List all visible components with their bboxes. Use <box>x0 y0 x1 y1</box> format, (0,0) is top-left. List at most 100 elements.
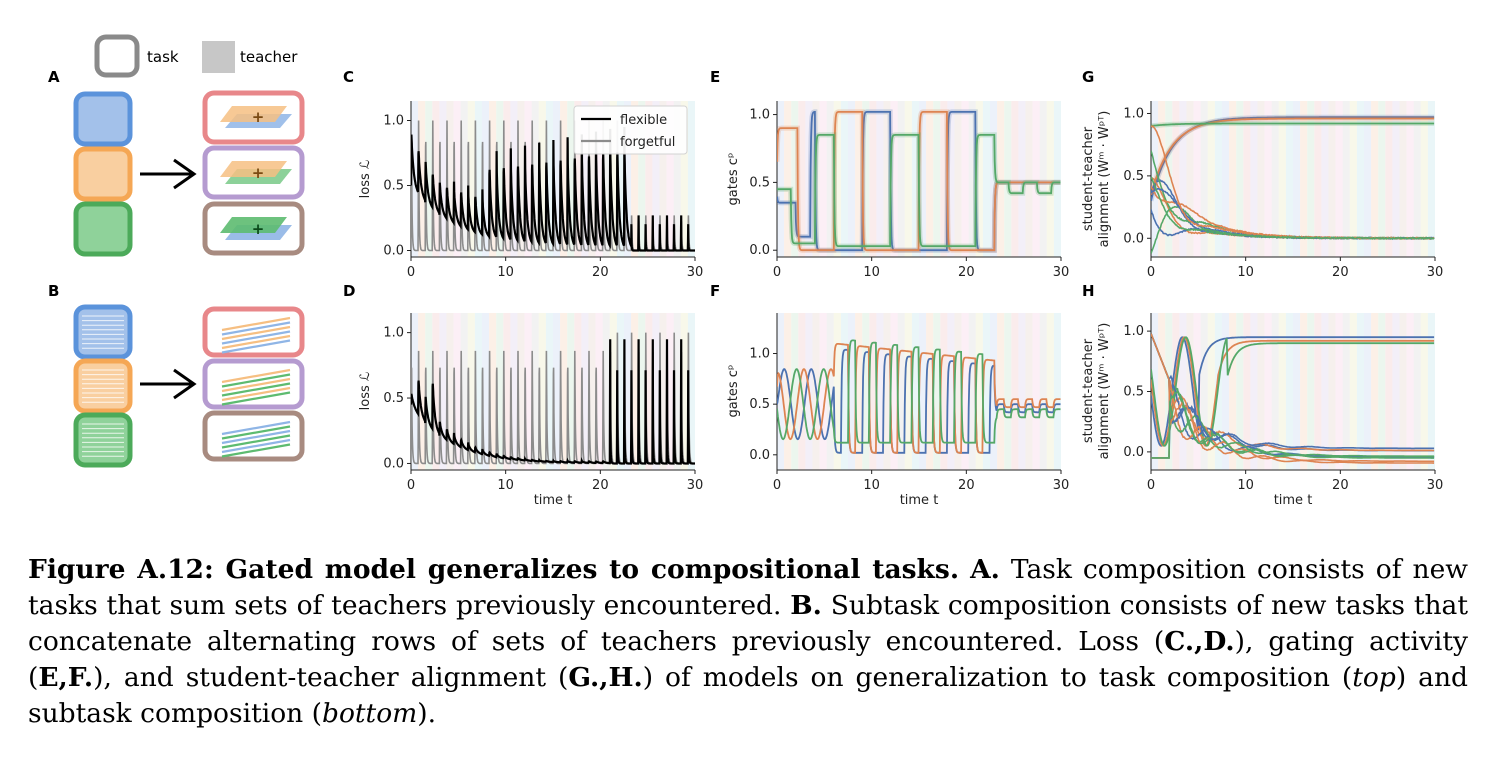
task-band <box>482 101 490 257</box>
task-band <box>1364 101 1372 257</box>
task-band <box>553 313 561 470</box>
task-band <box>1186 313 1194 470</box>
task-band <box>1236 101 1244 257</box>
task-band <box>862 313 870 470</box>
task-band <box>975 101 983 257</box>
task-band <box>947 101 955 257</box>
y-axis-label: student-teacher <box>1081 126 1096 231</box>
task-band <box>545 313 553 470</box>
task-band <box>1165 101 1173 257</box>
task-band <box>1158 313 1166 470</box>
task-band <box>784 313 792 470</box>
caption-end: ). <box>417 698 437 729</box>
task-band <box>1229 313 1237 470</box>
task-band <box>1250 101 1258 257</box>
caption-a-text: Task composition consists of new tasks t… <box>28 554 1468 621</box>
task-bands <box>1151 313 1435 470</box>
task-band <box>1342 313 1350 470</box>
task-band <box>652 101 660 257</box>
x-tick-label: 30 <box>1427 265 1444 280</box>
chart-gates-task-composition: 0 10 20 30 0.0 0.5 1.0 gates cᵖ <box>726 101 1069 280</box>
task-band <box>496 101 504 257</box>
task-band <box>659 101 667 257</box>
task-band <box>1307 313 1315 470</box>
task-band <box>1335 313 1343 470</box>
task-bands <box>777 101 1061 257</box>
caption-cd-label: C.,D. <box>1164 626 1235 657</box>
task-band <box>855 101 863 257</box>
x-tick-label: 0 <box>407 265 415 280</box>
series-unaligned <box>1151 380 1435 463</box>
x-tick-label: 10 <box>1237 265 1254 280</box>
task-band <box>968 101 976 257</box>
task-band <box>482 313 490 470</box>
sheet-row <box>221 386 291 402</box>
task-band <box>1356 313 1364 470</box>
sheet-row <box>221 443 291 458</box>
task-band <box>624 101 632 257</box>
x-tick-label: 20 <box>1332 478 1349 493</box>
task-band <box>883 101 891 257</box>
sheet-row <box>221 377 291 393</box>
task-box-green <box>73 201 133 257</box>
panel-letter-c: C <box>343 68 354 86</box>
composed-box-red <box>202 90 305 145</box>
task-band <box>1406 101 1414 257</box>
task-band <box>819 313 827 470</box>
series-green <box>777 134 1061 247</box>
task-band <box>1200 101 1208 257</box>
schematic-a: + + + <box>73 90 305 257</box>
task-band <box>1257 313 1265 470</box>
chart-loss-task-composition: 0 10 20 30 0.0 0.5 1.0 loss ℒ flexible forgetful <box>358 101 703 280</box>
task-band <box>1300 313 1308 470</box>
y-axis-label: gates cᵖ <box>726 365 741 418</box>
task-band <box>432 313 440 470</box>
task-box-green <box>73 412 133 468</box>
task-band <box>425 313 433 470</box>
y-tick-label: 0.5 <box>383 179 404 194</box>
figure-caption: Figure A.12: Gated model generalizes to … <box>28 552 1468 732</box>
task-band <box>1399 313 1407 470</box>
task-band <box>581 313 589 470</box>
sheet-row <box>221 334 291 350</box>
plus-icon: + <box>252 108 265 126</box>
y-tick-label: 0.5 <box>1123 169 1144 184</box>
caption-mid2: ), and student-teacher alignment ( <box>93 662 569 693</box>
plus-icon: + <box>252 164 265 182</box>
task-band <box>840 101 848 257</box>
y-tick-label: 1.0 <box>749 347 770 362</box>
task-band <box>1250 313 1258 470</box>
chart-loss-subtask-composition: 0 10 20 30 0.0 0.5 1.0 loss ℒ time t <box>358 313 703 508</box>
task-band <box>1427 101 1435 257</box>
x-tick-label: 30 <box>1053 478 1070 493</box>
task-band <box>855 313 863 470</box>
task-band <box>1349 101 1357 257</box>
task-band <box>588 101 596 257</box>
task-band <box>869 101 877 257</box>
task-band <box>624 313 632 470</box>
task-box-orange <box>73 358 133 414</box>
task-band <box>1046 101 1054 257</box>
task-band <box>503 313 511 470</box>
x-tick-label: 10 <box>1237 478 1254 493</box>
y-axis-label: loss ℒ <box>358 160 373 199</box>
task-band <box>848 313 856 470</box>
task-band <box>997 101 1005 257</box>
series-unaligned <box>1151 333 1435 450</box>
x-axis-label: time t <box>1274 493 1313 508</box>
task-band <box>911 313 919 470</box>
task-band <box>560 101 568 257</box>
task-bands <box>411 313 695 470</box>
task-band <box>1179 313 1187 470</box>
task-band <box>538 101 546 257</box>
task-band <box>673 313 681 470</box>
task-band <box>418 101 426 257</box>
task-band <box>1004 313 1012 470</box>
task-band <box>982 313 990 470</box>
task-band <box>1349 313 1357 470</box>
task-band <box>1200 313 1208 470</box>
task-band <box>645 101 653 257</box>
task-band <box>990 313 998 470</box>
task-band <box>432 101 440 257</box>
task-band <box>890 313 898 470</box>
